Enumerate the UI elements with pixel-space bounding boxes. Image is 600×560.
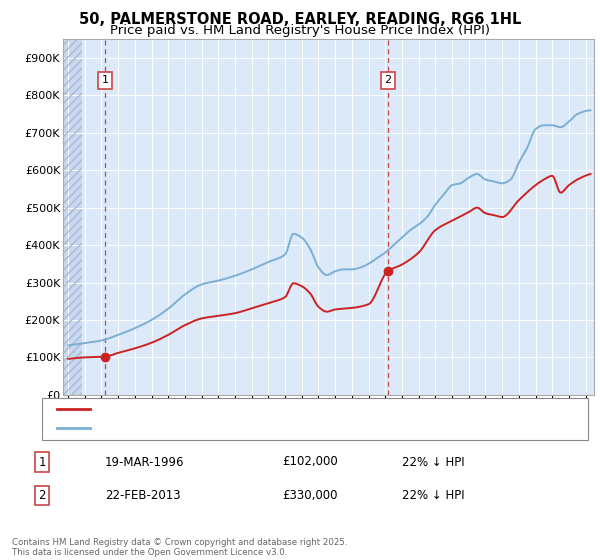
Bar (63, 39, 82, 395)
Text: 2: 2 (38, 489, 46, 502)
Text: Contains HM Land Registry data © Crown copyright and database right 2025.
This d: Contains HM Land Registry data © Crown c… (12, 538, 347, 557)
Bar (63, 39, 82, 395)
Text: 22% ↓ HPI: 22% ↓ HPI (402, 455, 464, 469)
Text: 19-MAR-1996: 19-MAR-1996 (105, 455, 185, 469)
Text: £102,000: £102,000 (282, 455, 338, 469)
Text: 22% ↓ HPI: 22% ↓ HPI (402, 489, 464, 502)
Text: 22-FEB-2013: 22-FEB-2013 (105, 489, 181, 502)
Text: HPI: Average price, detached house, Wokingham: HPI: Average price, detached house, Woki… (96, 423, 363, 433)
Text: 50, PALMERSTONE ROAD, EARLEY, READING, RG6 1HL: 50, PALMERSTONE ROAD, EARLEY, READING, R… (79, 12, 521, 27)
Text: 50, PALMERSTONE ROAD, EARLEY, READING, RG6 1HL (detached house): 50, PALMERSTONE ROAD, EARLEY, READING, R… (96, 404, 493, 414)
Text: 2: 2 (384, 76, 391, 85)
Text: 1: 1 (38, 455, 46, 469)
Text: 1: 1 (101, 76, 109, 85)
Text: Price paid vs. HM Land Registry's House Price Index (HPI): Price paid vs. HM Land Registry's House … (110, 24, 490, 37)
Text: £330,000: £330,000 (282, 489, 337, 502)
